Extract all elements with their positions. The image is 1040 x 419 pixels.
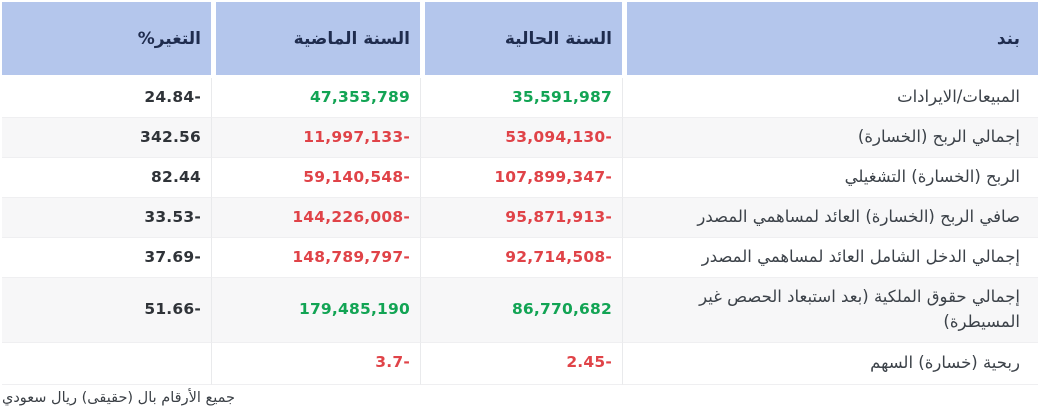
table-row: المبيعات/الايرادات 35,591,987 47,353,789 -2… bbox=[2, 78, 1038, 118]
table-body: المبيعات/الايرادات 35,591,987 47,353,789 -2… bbox=[2, 78, 1038, 385]
cell-previous-year: -148,789,797 bbox=[211, 238, 420, 278]
cell-item: صافي الربح (الخسارة) العائد لمساهمي المص… bbox=[622, 198, 1038, 238]
cell-current-year: 86,770,682 bbox=[420, 278, 622, 343]
table-row: إجمالي حقوق الملكية (بعد استبعاد الحصص غ… bbox=[2, 278, 1038, 343]
table-row: الربح (الخسارة) التشغيلي -107,899,347 -59,… bbox=[2, 158, 1038, 198]
cell-change-pct: -37.69 bbox=[2, 238, 211, 278]
cell-current-year: -53,094,130 bbox=[420, 118, 622, 158]
cell-change-pct: 82.44 bbox=[2, 158, 211, 198]
cell-change-pct: -24.84 bbox=[2, 78, 211, 118]
table-row: ربحية (خسارة) السهم -2.45 -3.7 bbox=[2, 342, 1038, 385]
cell-previous-year: -144,226,008 bbox=[211, 198, 420, 238]
cell-current-year: -107,899,347 bbox=[420, 158, 622, 198]
cell-change-pct: -33.53 bbox=[2, 198, 211, 238]
cell-current-year: -92,714,508 bbox=[420, 238, 622, 278]
currency-note: جميع الأرقام بال (حقيقى) ريال سعودي bbox=[2, 389, 235, 406]
column-header-item: بند bbox=[622, 2, 1038, 78]
financial-summary-table: بند السنة الحالية السنة الماضية التغير% … bbox=[2, 2, 1038, 385]
cell-item: المبيعات/الايرادات bbox=[622, 78, 1038, 118]
cell-item: الربح (الخسارة) التشغيلي bbox=[622, 158, 1038, 198]
table-row: إجمالي الدخل الشامل العائد لمساهمي المصد… bbox=[2, 238, 1038, 278]
column-header-previous-year: السنة الماضية bbox=[211, 2, 420, 78]
cell-previous-year: -3.7 bbox=[211, 342, 420, 385]
header-row: بند السنة الحالية السنة الماضية التغير% bbox=[2, 2, 1038, 78]
cell-previous-year: -11,997,133 bbox=[211, 118, 420, 158]
column-header-current-year: السنة الحالية bbox=[420, 2, 622, 78]
cell-change-pct: -51.66 bbox=[2, 278, 211, 343]
cell-previous-year: 179,485,190 bbox=[211, 278, 420, 343]
cell-previous-year: 47,353,789 bbox=[211, 78, 420, 118]
cell-current-year: -95,871,913 bbox=[420, 198, 622, 238]
cell-change-pct: 342.56 bbox=[2, 118, 211, 158]
cell-current-year: -2.45 bbox=[420, 342, 622, 385]
cell-item: إجمالي الربح (الخسارة) bbox=[622, 118, 1038, 158]
cell-current-year: 35,591,987 bbox=[420, 78, 622, 118]
table-row: إجمالي الربح (الخسارة) -53,094,130 -11,997… bbox=[2, 118, 1038, 158]
cell-change-pct bbox=[2, 343, 211, 385]
table-header: بند السنة الحالية السنة الماضية التغير% bbox=[2, 2, 1038, 78]
table-container: بند السنة الحالية السنة الماضية التغير% … bbox=[2, 2, 1038, 385]
cell-item: إجمالي الدخل الشامل العائد لمساهمي المصد… bbox=[622, 238, 1038, 278]
cell-previous-year: -59,140,548 bbox=[211, 158, 420, 198]
table-row: صافي الربح (الخسارة) العائد لمساهمي المص… bbox=[2, 198, 1038, 238]
cell-item: إجمالي حقوق الملكية (بعد استبعاد الحصص غ… bbox=[622, 278, 1038, 343]
cell-item: ربحية (خسارة) السهم bbox=[622, 342, 1038, 385]
column-header-change-pct: التغير% bbox=[2, 2, 211, 78]
